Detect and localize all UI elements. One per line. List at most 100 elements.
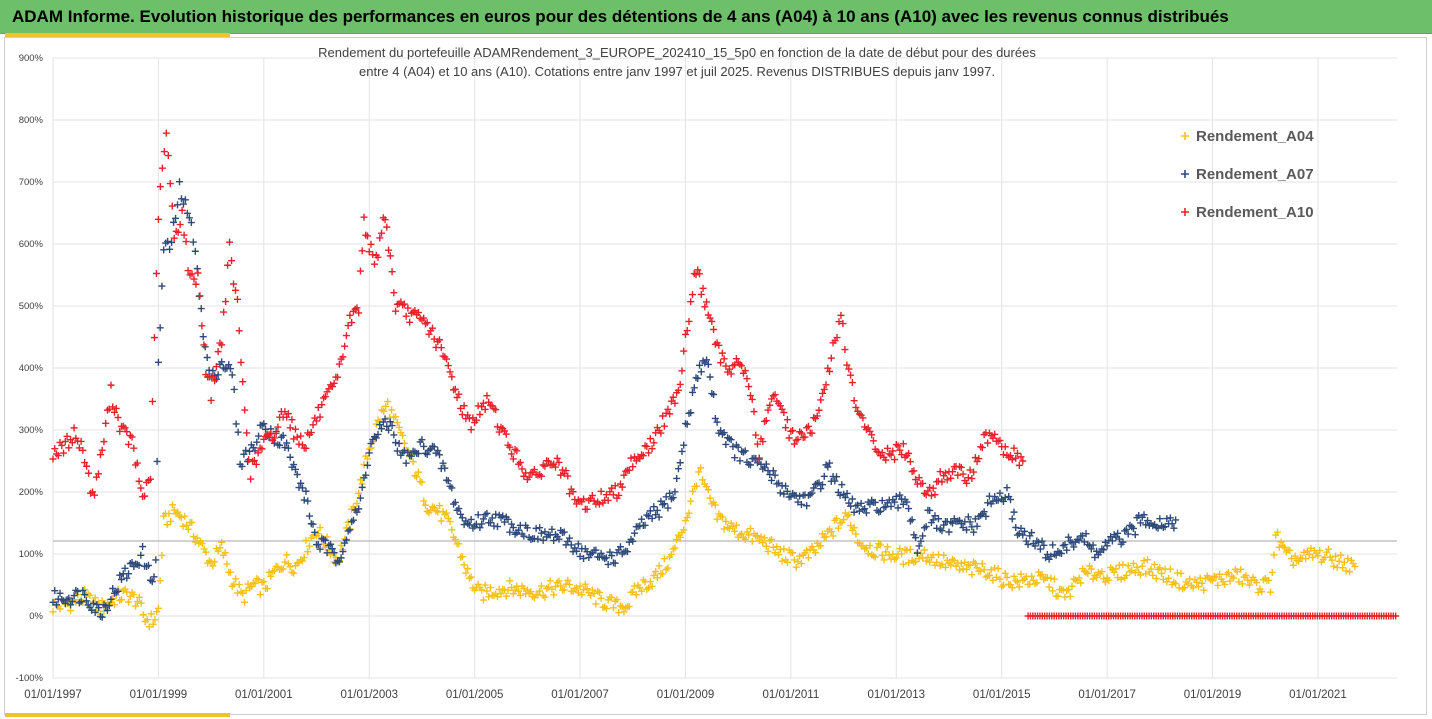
data-point (156, 324, 164, 332)
data-point (580, 555, 588, 563)
data-point (1154, 524, 1162, 532)
data-point (703, 298, 711, 306)
data-point (212, 363, 220, 371)
data-point (209, 372, 217, 380)
data-point (381, 216, 389, 224)
data-point (692, 271, 700, 279)
data-point (746, 461, 754, 469)
data-point (188, 518, 196, 526)
data-point (1189, 584, 1197, 592)
data-point (845, 365, 853, 373)
data-point (959, 470, 967, 478)
data-point (1235, 578, 1243, 586)
data-point (443, 509, 451, 517)
data-point (1300, 548, 1308, 556)
data-point (1147, 565, 1155, 573)
data-point (905, 505, 913, 513)
data-point (174, 228, 182, 236)
data-point (1117, 575, 1125, 583)
data-point (316, 545, 324, 553)
data-point (49, 455, 57, 463)
data-point (363, 461, 371, 469)
data-point (1089, 541, 1097, 549)
data-point (349, 516, 357, 524)
data-point (994, 565, 1002, 573)
data-point (892, 554, 900, 562)
data-point (228, 257, 236, 265)
data-point (841, 493, 849, 501)
data-point (573, 547, 581, 555)
data-point (474, 511, 482, 519)
data-point (243, 429, 251, 437)
data-point (896, 545, 904, 553)
data-point (1082, 530, 1090, 538)
data-point (824, 463, 832, 471)
data-point (847, 522, 855, 530)
data-point (583, 585, 591, 593)
data-point (400, 300, 408, 308)
data-point (483, 509, 491, 517)
data-point (537, 582, 545, 590)
data-point (945, 528, 953, 536)
data-point (283, 551, 291, 559)
data-point (306, 512, 314, 520)
data-point (667, 551, 675, 559)
data-point (434, 447, 442, 455)
data-point (864, 550, 872, 558)
data-point (1163, 578, 1171, 586)
data-point (941, 563, 949, 571)
data-point (185, 214, 193, 222)
data-point (511, 586, 519, 594)
data-point (982, 512, 990, 520)
scatter-chart: -100% 0% 100% 200% 300% 400% 500% 600% 700% 800% 9… (16, 45, 1400, 701)
data-point (664, 564, 672, 572)
data-point (515, 587, 523, 595)
data-point (555, 577, 563, 585)
data-point (796, 492, 804, 500)
data-point (794, 558, 802, 566)
data-point (688, 388, 696, 396)
data-point (922, 491, 930, 499)
data-point (963, 565, 971, 573)
data-point (536, 524, 544, 532)
data-point (678, 367, 686, 375)
data-point (608, 484, 616, 492)
data-point (957, 463, 965, 471)
data-point (808, 543, 816, 551)
data-point (1101, 578, 1109, 586)
data-point (555, 535, 563, 543)
data-point (230, 280, 238, 288)
data-point (959, 524, 967, 532)
data-point (797, 429, 805, 437)
data-point (992, 573, 1000, 581)
data-point (222, 298, 230, 306)
data-point (826, 368, 834, 376)
data-point (1114, 574, 1122, 582)
data-point (121, 424, 129, 432)
data-point (74, 587, 82, 595)
data-point (996, 436, 1004, 444)
data-point (839, 320, 847, 328)
data-point (1221, 580, 1229, 588)
data-point (437, 344, 445, 352)
data-point (1043, 573, 1051, 581)
data-point (501, 518, 509, 526)
data-point (1068, 582, 1076, 590)
data-point (509, 455, 517, 463)
data-point (782, 482, 790, 490)
data-point (771, 549, 779, 557)
x-axis-ticks: 01/01/1997 01/01/1999 01/01/2001 01/01/2003… (24, 689, 1347, 701)
data-point (107, 595, 115, 603)
data-point (460, 402, 468, 410)
data-point (660, 555, 668, 563)
data-point (580, 495, 588, 503)
accent-bar-top (5, 33, 230, 37)
data-point (722, 440, 730, 448)
data-point (755, 536, 763, 544)
data-point (203, 353, 211, 361)
data-point (260, 420, 268, 428)
data-point (1012, 523, 1020, 531)
data-point (1302, 555, 1310, 563)
data-point (143, 616, 151, 624)
data-point (1193, 578, 1201, 586)
